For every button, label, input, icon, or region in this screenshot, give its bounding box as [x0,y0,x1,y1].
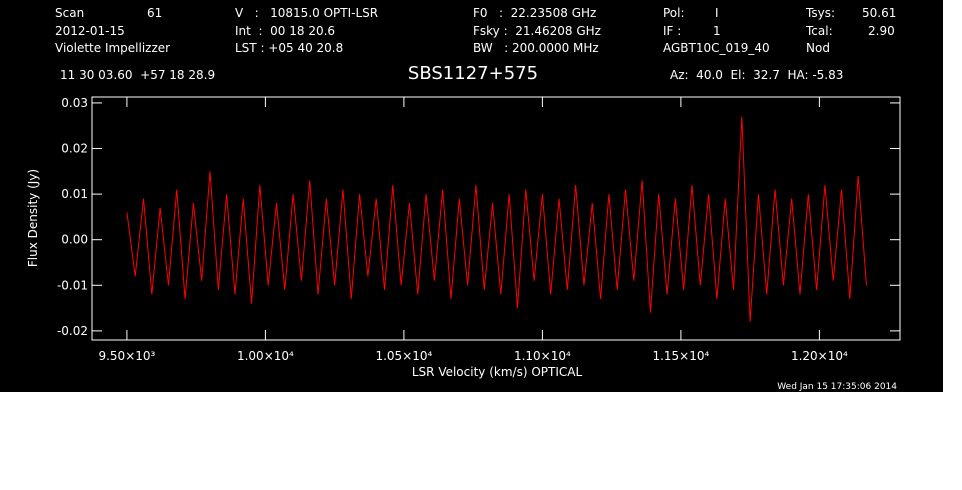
x-tick-label: 1.10×10⁴ [514,349,571,363]
header-text: Nod [806,41,830,55]
header-text: Scan [55,6,84,20]
y-tick-label: 0.01 [61,187,88,201]
header-text: F0 : 22.23508 GHz [473,6,596,20]
y-tick-label: 0.03 [61,96,88,110]
header-text: 2012-01-15 [55,24,125,38]
header-text: 61 [147,6,162,20]
x-axis-label: LSR Velocity (km/s) OPTICAL [412,365,583,379]
header-text: Tsys: [805,6,835,20]
header-text: Pol: [663,6,685,20]
header-text: Fsky : 21.46208 GHz [473,24,601,38]
x-tick-label: 1.15×10⁴ [652,349,709,363]
timestamp: Wed Jan 15 17:35:06 2014 [777,382,897,392]
x-tick-label: 1.05×10⁴ [375,349,432,363]
x-tick-label: 9.50×10³ [98,349,155,363]
header-text: LST : +05 40 20.8 [235,41,343,55]
header-text: 11 30 03.60 +57 18 28.9 [60,68,215,82]
header-text: Az: 40.0 El: 32.7 HA: -5.83 [670,68,843,82]
header-text: Tcal: [805,24,833,38]
header-text: V : 10815.0 OPTI-LSR [235,6,378,20]
header-text: BW : 200.0000 MHz [473,41,599,55]
x-tick-label: 1.00×10⁴ [237,349,294,363]
spectrum-line [126,116,867,322]
header-text: AGBT10C_019_40 [663,41,770,55]
y-tick-label: -0.02 [57,324,88,338]
header: Scan 61 V : 10815.0 OPTI-LSR F0 : 22.235… [55,6,896,84]
header-text: IF : [663,24,681,38]
x-tick-label: 1.20×10⁴ [791,349,848,363]
y-axis-label: Flux Density (Jy) [26,169,40,267]
y-tick-label: -0.01 [57,278,88,292]
background [0,0,943,392]
y-tick-label: 0.02 [61,142,88,156]
y-tick-label: 0.00 [61,233,88,247]
chart-title: SBS1127+575 [408,63,538,84]
plot-frame [91,96,901,341]
header-text: 50.61 [862,6,896,20]
header-text: Int : 00 18 20.6 [235,24,335,38]
header-text: Violette Impellizzer [55,41,170,55]
header-text: 1 [713,24,721,38]
header-text: I [715,6,719,20]
header-text: 2.90 [868,24,895,38]
